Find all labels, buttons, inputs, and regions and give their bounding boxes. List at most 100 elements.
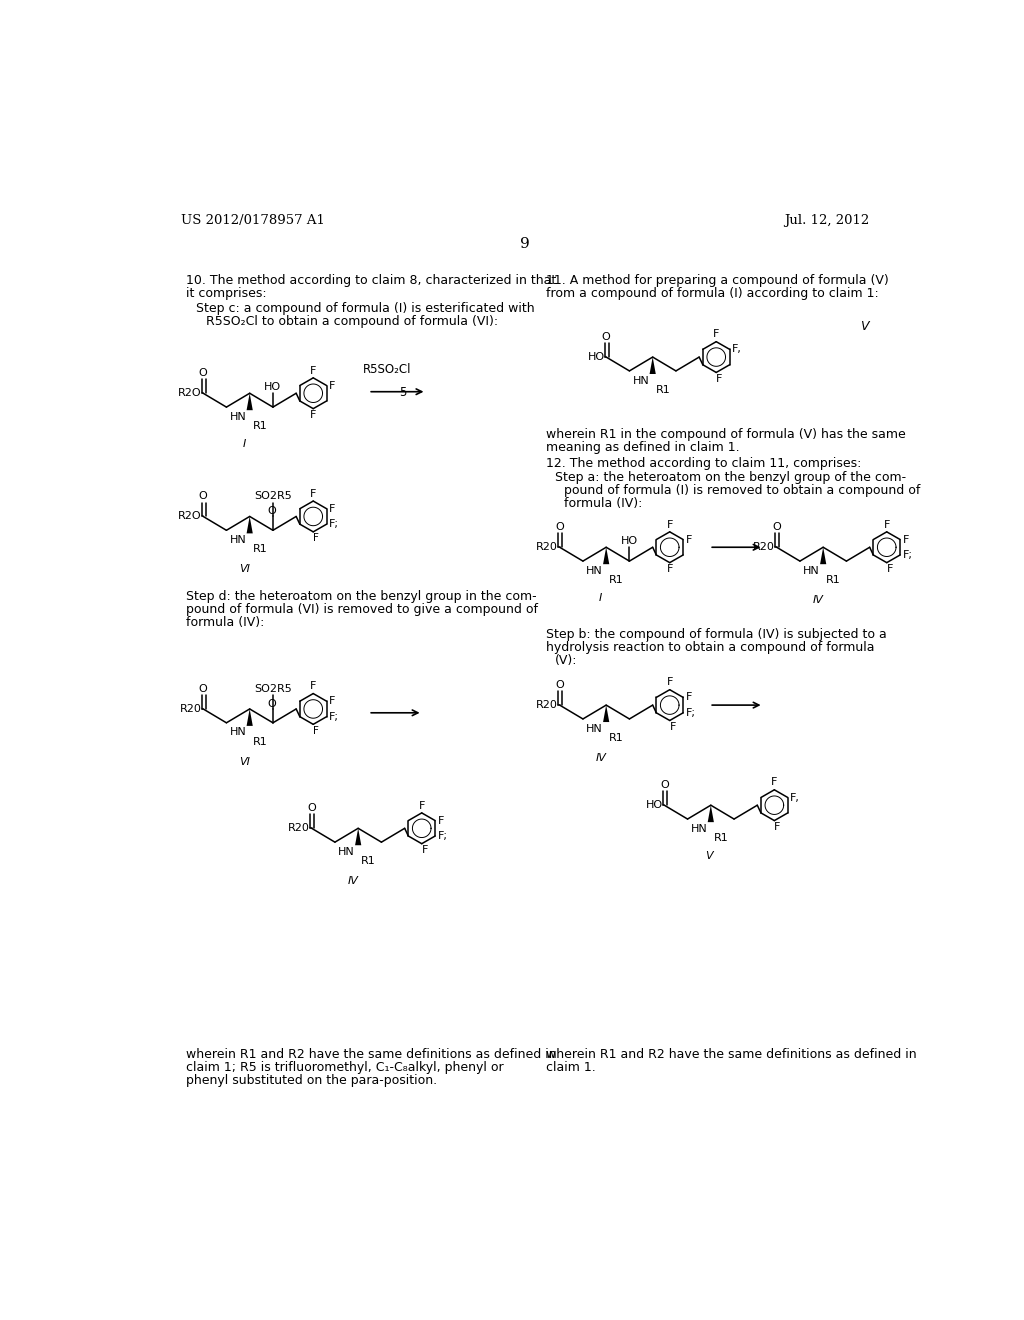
Text: phenyl substituted on the para-position.: phenyl substituted on the para-position. <box>186 1074 437 1086</box>
Text: Step c: a compound of formula (I) is esterificated with: Step c: a compound of formula (I) is est… <box>197 302 535 314</box>
Text: F: F <box>310 681 316 692</box>
Text: R20: R20 <box>754 543 775 552</box>
Text: 10. The method according to claim 8, characterized in that: 10. The method according to claim 8, cha… <box>186 275 556 286</box>
Text: 9: 9 <box>520 238 529 251</box>
Text: HN: HN <box>229 727 247 738</box>
Text: F: F <box>884 520 890 529</box>
Text: Step a: the heteroatom on the benzyl group of the com-: Step a: the heteroatom on the benzyl gro… <box>555 471 906 484</box>
Text: wherein R1 in the compound of formula (V) has the same: wherein R1 in the compound of formula (V… <box>547 428 906 441</box>
Text: Jul. 12, 2012: Jul. 12, 2012 <box>783 214 869 227</box>
Text: F: F <box>771 777 777 788</box>
Text: F: F <box>310 366 316 376</box>
Text: R1: R1 <box>826 576 841 585</box>
Text: 12. The method according to claim 11, comprises:: 12. The method according to claim 11, co… <box>547 457 862 470</box>
Text: VI: VI <box>239 564 250 574</box>
Polygon shape <box>247 393 253 411</box>
Text: R2O: R2O <box>178 388 202 399</box>
Text: O: O <box>555 680 564 689</box>
Text: formula (IV):: formula (IV): <box>186 615 264 628</box>
Text: R1: R1 <box>361 855 376 866</box>
Text: V: V <box>860 321 868 333</box>
Text: R5SO₂Cl to obtain a compound of formula (VI):: R5SO₂Cl to obtain a compound of formula … <box>206 314 498 327</box>
Text: F;: F; <box>685 708 695 718</box>
Text: claim 1; R5 is trifluoromethyl, C₁-C₈alkyl, phenyl or: claim 1; R5 is trifluoromethyl, C₁-C₈alk… <box>186 1061 504 1074</box>
Text: O: O <box>602 331 610 342</box>
Polygon shape <box>603 548 609 564</box>
Polygon shape <box>820 548 826 564</box>
Text: IV: IV <box>595 752 606 763</box>
Text: HN: HN <box>338 847 355 857</box>
Text: IV: IV <box>812 595 823 605</box>
Polygon shape <box>708 805 714 822</box>
Text: F: F <box>667 520 673 529</box>
Text: F: F <box>313 726 319 735</box>
Text: F: F <box>670 722 676 733</box>
Text: F: F <box>667 677 673 688</box>
Text: claim 1.: claim 1. <box>547 1061 596 1074</box>
Text: F;: F; <box>902 550 912 560</box>
Text: 5: 5 <box>399 387 407 400</box>
Text: R20: R20 <box>288 824 310 833</box>
Text: O: O <box>659 780 669 789</box>
Polygon shape <box>247 516 253 533</box>
Text: F: F <box>774 822 780 832</box>
Text: R1: R1 <box>609 576 624 585</box>
Text: F;: F; <box>437 832 447 841</box>
Text: R1: R1 <box>253 544 267 554</box>
Text: VI: VI <box>239 756 250 767</box>
Text: F: F <box>329 504 335 513</box>
Text: R2O: R2O <box>178 511 202 521</box>
Text: Step b: the compound of formula (IV) is subjected to a: Step b: the compound of formula (IV) is … <box>547 628 887 642</box>
Text: HN: HN <box>587 566 603 576</box>
Polygon shape <box>649 358 655 374</box>
Text: HN: HN <box>691 824 708 834</box>
Polygon shape <box>603 705 609 722</box>
Text: HN: HN <box>803 566 820 576</box>
Text: IV: IV <box>347 876 358 886</box>
Text: wherein R1 and R2 have the same definitions as defined in: wherein R1 and R2 have the same definiti… <box>547 1048 918 1061</box>
Text: HO: HO <box>621 536 638 545</box>
Text: (V):: (V): <box>555 655 578 668</box>
Text: R1: R1 <box>609 733 624 743</box>
Text: F: F <box>310 411 316 420</box>
Text: F;: F; <box>329 519 339 529</box>
Text: F: F <box>329 696 335 706</box>
Text: F: F <box>437 816 443 825</box>
Text: meaning as defined in claim 1.: meaning as defined in claim 1. <box>547 441 740 454</box>
Text: F: F <box>887 564 893 574</box>
Text: R1: R1 <box>253 421 267 430</box>
Text: F: F <box>329 380 335 391</box>
Text: HN: HN <box>229 412 247 421</box>
Text: R5SO₂Cl: R5SO₂Cl <box>364 363 412 376</box>
Text: O: O <box>199 684 208 693</box>
Text: F: F <box>685 535 692 545</box>
Text: F: F <box>310 488 316 499</box>
Text: F: F <box>685 693 692 702</box>
Text: O: O <box>267 700 275 709</box>
Text: pound of formula (I) is removed to obtain a compound of: pound of formula (I) is removed to obtai… <box>563 484 920 498</box>
Text: R20: R20 <box>537 700 558 710</box>
Text: hydrolysis reaction to obtain a compound of formula: hydrolysis reaction to obtain a compound… <box>547 642 874 655</box>
Text: F: F <box>422 845 428 855</box>
Text: O: O <box>199 368 208 378</box>
Text: F: F <box>313 533 319 544</box>
Text: US 2012/0178957 A1: US 2012/0178957 A1 <box>180 214 325 227</box>
Text: F,: F, <box>732 345 741 354</box>
Text: V: V <box>706 851 713 862</box>
Text: F: F <box>716 374 723 384</box>
Text: pound of formula (VI) is removed to give a compound of: pound of formula (VI) is removed to give… <box>186 603 539 615</box>
Text: O: O <box>199 491 208 502</box>
Text: it comprises:: it comprises: <box>186 286 266 300</box>
Text: HN: HN <box>633 376 649 385</box>
Text: SO2R5: SO2R5 <box>254 684 292 693</box>
Text: F: F <box>902 535 909 545</box>
Text: R1: R1 <box>253 737 267 747</box>
Text: O: O <box>772 521 781 532</box>
Text: F: F <box>419 801 425 810</box>
Text: O: O <box>267 507 275 516</box>
Text: formula (IV):: formula (IV): <box>563 498 642 511</box>
Text: I: I <box>599 594 602 603</box>
Text: from a compound of formula (I) according to claim 1:: from a compound of formula (I) according… <box>547 286 880 300</box>
Text: F: F <box>713 330 720 339</box>
Text: HO: HO <box>645 800 663 810</box>
